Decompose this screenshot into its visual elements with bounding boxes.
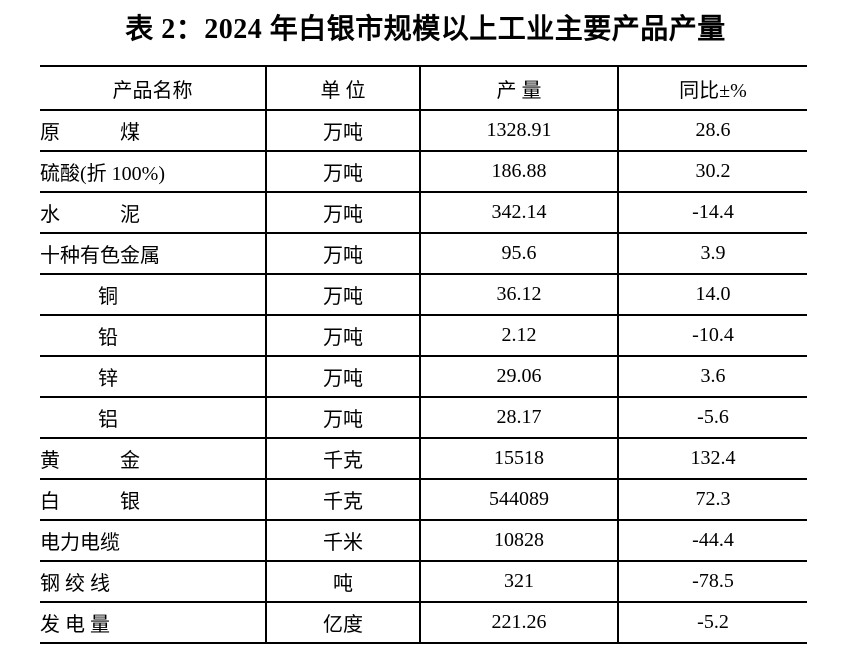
- table-row: 铜万吨 36.12 14.0: [40, 274, 807, 315]
- cell-yoy: -44.4: [692, 529, 734, 551]
- cell-name: 水 泥: [40, 192, 267, 233]
- cell-name: 电力电缆: [40, 520, 267, 561]
- table-row: 电力电缆 千米 10828 -44.4: [40, 520, 807, 561]
- table-row: 锌万吨 29.06 3.6: [40, 356, 807, 397]
- cell-unit: 万吨: [266, 356, 421, 397]
- header-row: 产品名称 单 位 产 量 同比±%: [40, 66, 807, 110]
- header-cell-yoy: 同比±%: [679, 79, 747, 102]
- cell-yoy: -14.4: [692, 201, 734, 223]
- cell-unit: 千克: [266, 479, 421, 520]
- cell-unit: 万吨: [266, 110, 421, 151]
- cell-yoy: 3.6: [700, 365, 726, 387]
- table-header: 产品名称 单 位 产 量 同比±%: [40, 66, 807, 110]
- cell-output: 221.26: [420, 602, 619, 643]
- cell-yoy: 30.2: [695, 160, 731, 182]
- cell-unit: 亿度: [266, 602, 421, 643]
- cell-name: 锌: [40, 356, 267, 397]
- cell-output: 1328.91: [420, 110, 619, 151]
- cell-unit: 吨: [266, 561, 421, 602]
- cell-name: 铝: [40, 397, 267, 438]
- cell-output: 342.14: [420, 192, 619, 233]
- cell-yoy: 14.0: [695, 283, 731, 305]
- table-row: 硫酸(折 100%) 万吨 186.88 30.2: [40, 151, 807, 192]
- cell-name: 铅: [40, 315, 267, 356]
- cell-name: 钢 绞 线: [40, 561, 267, 602]
- cell-name: 黄 金: [40, 438, 267, 479]
- cell-yoy: 28.6: [695, 119, 731, 141]
- table-row: 发 电 量亿度 221.26 -5.2: [40, 602, 807, 643]
- cell-output: 15518: [420, 438, 619, 479]
- cell-output: 186.88: [420, 151, 619, 192]
- cell-unit: 万吨: [266, 151, 421, 192]
- page-title: 表 2：2024 年白银市规模以上工业主要产品产量: [125, 14, 726, 45]
- table-row: 十种有色金属 万吨 95.6 3.9: [40, 233, 807, 274]
- cell-name: 铜: [40, 274, 267, 315]
- cell-name: 发 电 量: [40, 602, 267, 643]
- cell-output: 321: [420, 561, 619, 602]
- table-row: 原 煤万吨 1328.91 28.6: [40, 110, 807, 151]
- header-cell-unit: 单 位: [266, 66, 421, 110]
- cell-unit: 千克: [266, 438, 421, 479]
- cell-unit: 万吨: [266, 397, 421, 438]
- header-cell-product-name: 产品名称: [40, 66, 267, 110]
- cell-unit: 万吨: [266, 274, 421, 315]
- cell-output: 10828: [420, 520, 619, 561]
- cell-output: 544089: [420, 479, 619, 520]
- cell-yoy: -78.5: [692, 570, 734, 592]
- cell-output: 29.06: [420, 356, 619, 397]
- cell-output: 28.17: [420, 397, 619, 438]
- cell-unit: 千米: [266, 520, 421, 561]
- table-row: 钢 绞 线吨 321 -78.5: [40, 561, 807, 602]
- cell-yoy: 72.3: [695, 488, 731, 510]
- table-body: 原 煤万吨 1328.91 28.6 硫酸(折 100%) 万吨 186.88 30.2 水 …: [40, 110, 807, 643]
- cell-yoy: -5.6: [697, 406, 729, 428]
- table-row: 铅万吨 2.12 -10.4: [40, 315, 807, 356]
- cell-yoy: -10.4: [692, 324, 734, 346]
- cell-name: 硫酸(折 100%): [40, 151, 267, 192]
- table-row: 黄 金千克 15518 132.4: [40, 438, 807, 479]
- cell-output: 36.12: [420, 274, 619, 315]
- cell-yoy: -5.2: [697, 611, 729, 633]
- cell-unit: 万吨: [266, 315, 421, 356]
- cell-yoy: 132.4: [690, 447, 736, 469]
- table-row: 水 泥万吨 342.14 -14.4: [40, 192, 807, 233]
- cell-name: 原 煤: [40, 110, 267, 151]
- table-row: 铝万吨 28.17 -5.6: [40, 397, 807, 438]
- header-cell-output: 产 量: [420, 66, 619, 110]
- table-row: 白 银千克 544089 72.3: [40, 479, 807, 520]
- products-table: 产品名称 单 位 产 量 同比±% 原 煤万吨 1328.91 28.6 硫酸(折 1…: [40, 65, 807, 644]
- cell-yoy: 3.9: [700, 242, 726, 264]
- cell-name: 白 银: [40, 479, 267, 520]
- cell-name: 十种有色金属: [40, 233, 267, 274]
- cell-unit: 万吨: [266, 233, 421, 274]
- cell-unit: 万吨: [266, 192, 421, 233]
- cell-output: 2.12: [420, 315, 619, 356]
- cell-output: 95.6: [420, 233, 619, 274]
